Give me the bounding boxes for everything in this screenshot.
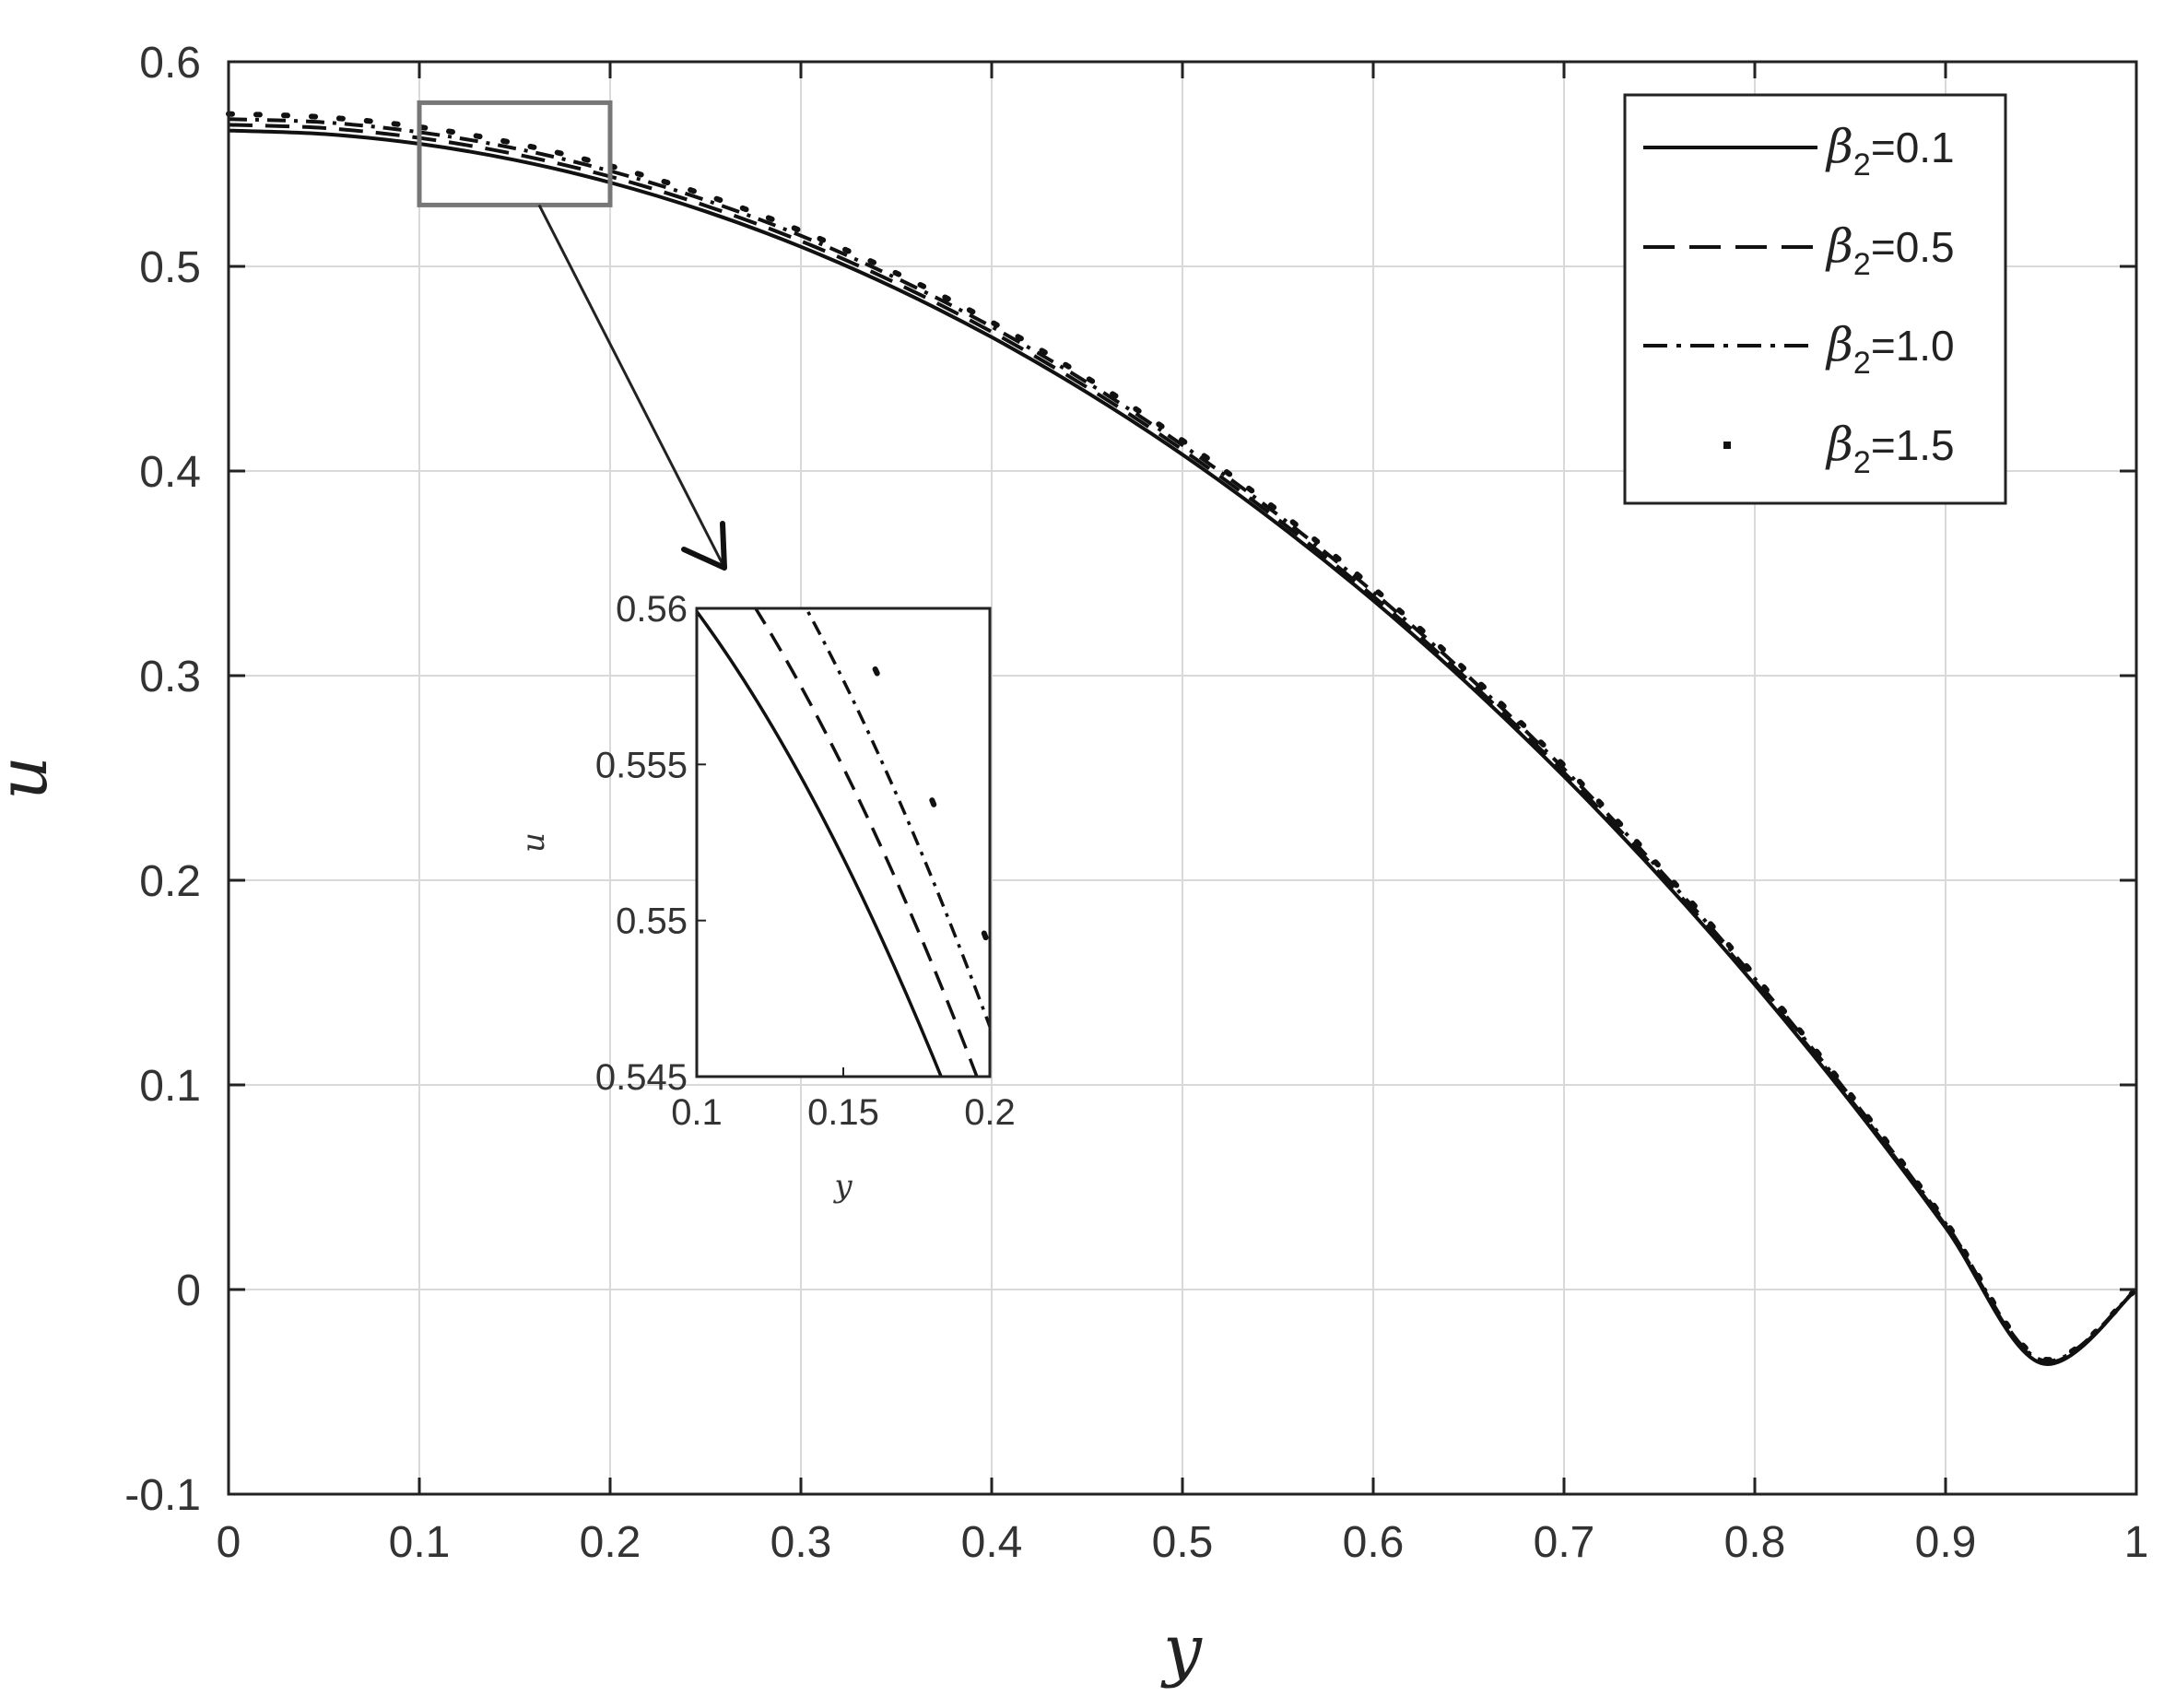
inset-background [697,608,990,1077]
x-tick-label: 0.9 [1915,1518,1977,1567]
series-line-4 [226,111,2139,1363]
y-tick-label: 0.5 [139,243,201,292]
inset-series-line-1 [697,608,944,1077]
inset-y-tick-label: 0.555 [595,745,688,785]
x-tick-label: 0.3 [770,1518,832,1567]
inset-ticks: 0.1 0.15 0.2 0.545 0.55 0.555 0.56 [595,589,1016,1133]
inset-y-tick-label: 0.56 [616,589,688,630]
inset-curve-group [697,608,990,1077]
x-tick-label: 0.1 [389,1518,451,1567]
zoom-arrow-line [537,204,726,569]
legend-label-1: β2=0.1 [1825,120,1955,183]
inset-x-tick-label: 0.2 [964,1092,1016,1133]
legend-items: β2=0.1 β2=0.5 β2=1.0 β2=1.5 [1643,120,1955,480]
legend-label-2: β2=0.5 [1825,219,1955,282]
inset-y-tick-label: 0.55 [616,901,688,942]
x-tick-label: 0.2 [580,1518,641,1567]
inset-curves [697,608,990,1077]
y-tick-label: 0.1 [139,1062,201,1111]
y-tick-label: 0.4 [139,448,201,497]
legend: β2=0.1 β2=0.5 β2=1.0 β2=1.5 [1623,93,2007,505]
series-line-3 [228,117,2138,1363]
y-tick-label: 0.3 [139,653,201,701]
x-tick-label: 0.7 [1534,1518,1595,1567]
legend-label-4: β2=1.5 [1825,418,1955,480]
x-tick-label: 0.4 [961,1518,1023,1567]
inset-x-tick-label: 0.15 [807,1092,879,1133]
x-tick-label: 0 [217,1518,241,1567]
zoom-arrow-head [681,521,727,571]
series-curves [226,111,2139,1366]
legend-label-3: β2=1.0 [1825,318,1955,381]
y-axis-label: u [0,756,63,800]
y-tick-label: 0 [176,1266,201,1315]
x-axis-label: y [1160,1610,1203,1690]
x-tick-label: 0.5 [1152,1518,1214,1567]
zoom-box [417,100,613,207]
axis-ticks: 0 0.1 0.2 0.3 0.4 0.5 0.6 0.7 0.8 0.9 1 -0.1 0 0.1 0.2… [124,39,2148,1567]
inset-y-tick-label: 0.545 [595,1057,688,1098]
inset-x-tick-label: 0.1 [671,1092,723,1133]
inset-x-axis-label: y [832,1168,853,1205]
legend-box [1623,93,2007,505]
y-tick-label: -0.1 [124,1471,201,1520]
zoom-indicator [417,100,727,571]
y-tick-label: 0.2 [139,857,201,906]
x-tick-label: 0.8 [1724,1518,1786,1567]
x-tick-label: 1 [2124,1518,2149,1567]
inset-chart: 0.1 0.15 0.2 0.545 0.55 0.555 0.56 y u [515,589,1016,1205]
y-tick-label: 0.6 [139,39,201,88]
legend-marker-4 [1723,442,1731,449]
x-tick-label: 0.6 [1343,1518,1405,1567]
inset-y-axis-label: u [515,832,552,853]
